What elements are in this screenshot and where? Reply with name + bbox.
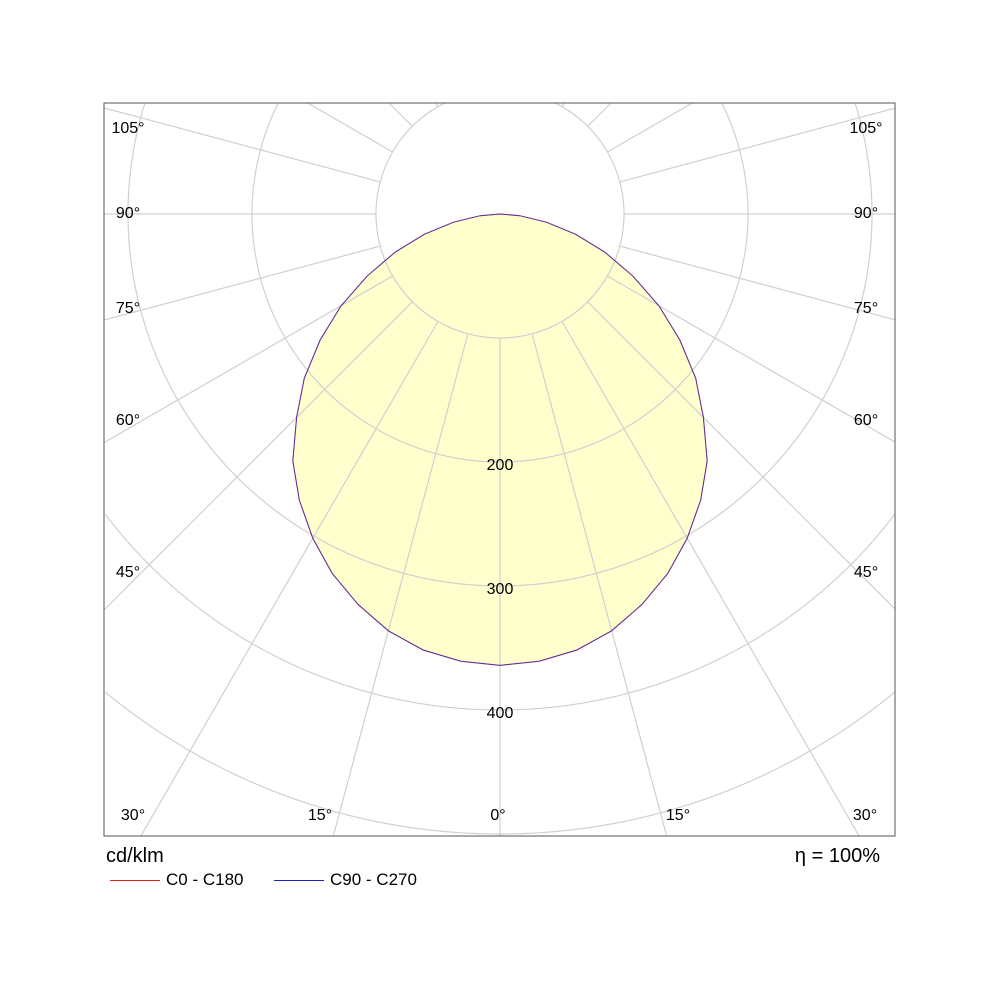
angle-label-left: 105° xyxy=(111,120,144,137)
angle-label-right: 105° xyxy=(849,120,882,137)
grid-ray-60 xyxy=(607,275,896,443)
angle-label-left: 45° xyxy=(116,564,140,581)
grid-ray-330 xyxy=(140,321,439,837)
radial-tick-label: 200 xyxy=(487,457,514,474)
legend-line-c0 xyxy=(110,879,160,881)
legend-line-c90 xyxy=(274,879,324,881)
plot-frame xyxy=(103,102,896,837)
angle-label-bottom: 30° xyxy=(853,807,877,824)
grid-ray-120 xyxy=(607,102,693,153)
grid-ray-45 xyxy=(587,301,896,610)
grid-circle-200 xyxy=(251,103,749,463)
unit-label: cd/klm xyxy=(106,845,164,867)
grid-ray-240 xyxy=(307,102,393,153)
series-curve-1 xyxy=(292,213,708,666)
radial-tick-label: 400 xyxy=(487,705,514,722)
angle-label-right: 90° xyxy=(854,205,878,222)
angle-label-left: 90° xyxy=(116,205,140,222)
grid-ray-315 xyxy=(103,301,413,611)
grid-ray-75 xyxy=(619,245,896,321)
angle-label-right: 75° xyxy=(854,300,878,317)
angle-label-bottom: 0° xyxy=(490,807,505,824)
legend-entry-c90: C90 - C270 xyxy=(274,870,417,890)
grid-ray-300 xyxy=(103,275,393,444)
legend-label: C0 - C180 xyxy=(166,870,244,889)
grid-ray-255 xyxy=(103,107,381,183)
grid-circle-100 xyxy=(375,102,625,339)
angle-label-bottom: 15° xyxy=(666,807,690,824)
grid-ray-30 xyxy=(561,321,860,837)
grid-ray-345 xyxy=(332,333,469,837)
angle-label-left: 60° xyxy=(116,412,140,429)
grid-ray-135 xyxy=(587,102,612,127)
grid-circle-400 xyxy=(104,513,896,711)
efficiency-label: η = 100% xyxy=(794,845,880,867)
grid-circle-500 xyxy=(105,691,895,835)
angle-label-right: 60° xyxy=(854,412,878,429)
grid-ray-210 xyxy=(435,102,439,107)
grid-ray-225 xyxy=(388,102,413,127)
angle-label-right: 45° xyxy=(854,564,878,581)
radial-tick-label: 300 xyxy=(487,581,514,598)
legend-entry-c0: C0 - C180 xyxy=(110,870,243,890)
angle-label-bottom: 15° xyxy=(308,807,332,824)
angle-label-left: 75° xyxy=(116,300,140,317)
grid-ray-15 xyxy=(531,333,668,837)
grid-ray-150 xyxy=(561,102,565,107)
legend-label: C90 - C270 xyxy=(330,870,417,889)
grid-ray-105 xyxy=(619,107,896,183)
grid-circle-300 xyxy=(127,103,873,587)
grid-ray-285 xyxy=(103,245,381,321)
angle-label-bottom: 30° xyxy=(121,807,145,824)
